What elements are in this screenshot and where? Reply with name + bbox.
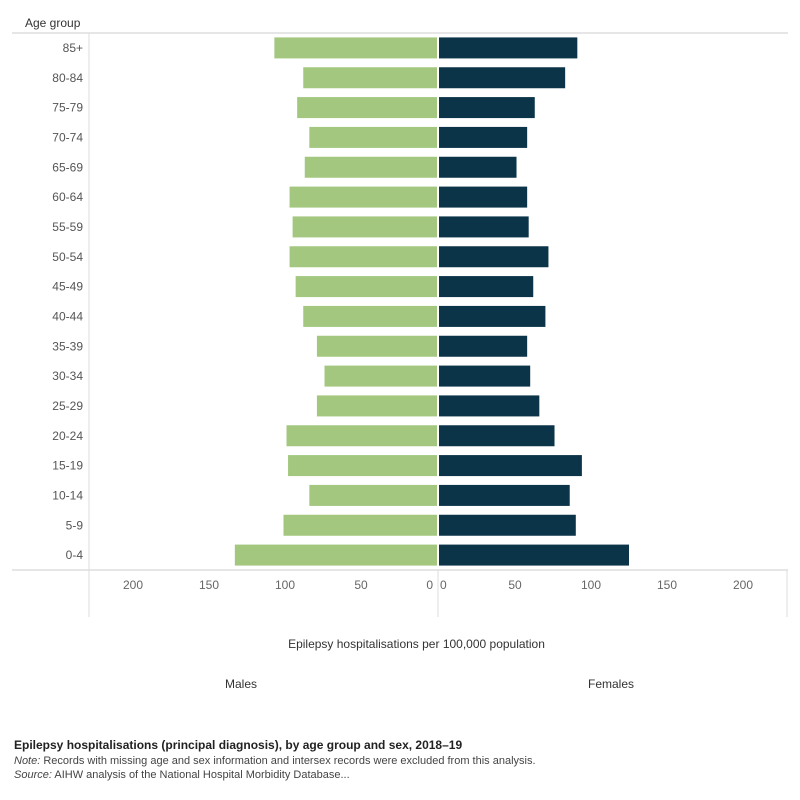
female-bar[interactable]	[439, 276, 534, 298]
female-axis-tick: 0	[440, 578, 447, 592]
bars	[234, 37, 629, 566]
source-line: Source: AIHW analysis of the National Ho…	[14, 768, 784, 782]
source-label: Source:	[14, 769, 52, 781]
tick-labels: 200 200 150 150 100 100 50 50 0 0	[123, 578, 753, 592]
male-bar[interactable]	[283, 514, 437, 536]
male-bar[interactable]	[309, 126, 437, 148]
category-labels: 85+ 80-84 75-79 70-74 65-69 60-64 55-59 50-54 45…	[52, 41, 83, 562]
male-bar[interactable]	[316, 395, 437, 417]
female-bar[interactable]	[439, 126, 528, 148]
male-bar[interactable]	[234, 544, 437, 566]
male-bar[interactable]	[303, 67, 437, 89]
male-bar[interactable]	[274, 37, 437, 59]
category-label: 10-14	[52, 488, 83, 502]
female-bar[interactable]	[439, 335, 528, 357]
category-label: 0-4	[66, 548, 84, 562]
chart-title: Epilepsy hospitalisations (principal dia…	[14, 738, 463, 752]
note-text: Records with missing age and sex informa…	[40, 755, 536, 767]
female-bar[interactable]	[439, 37, 578, 59]
male-bar[interactable]	[289, 186, 437, 208]
female-bar[interactable]	[439, 216, 529, 238]
female-axis-tick: 200	[733, 578, 753, 592]
category-label: 20-24	[52, 429, 83, 443]
male-bar[interactable]	[316, 335, 437, 357]
category-label: 55-59	[52, 220, 83, 234]
male-axis-tick: 100	[275, 578, 295, 592]
female-axis-tick: 50	[508, 578, 522, 592]
female-bar[interactable]	[439, 544, 629, 566]
source-text: AIHW analysis of the National Hospital M…	[51, 769, 350, 781]
category-label: 50-54	[52, 250, 83, 264]
female-bar[interactable]	[439, 484, 570, 506]
male-bar[interactable]	[288, 455, 437, 477]
female-axis-tick: 150	[657, 578, 677, 592]
male-bar[interactable]	[309, 484, 437, 506]
category-label: 25-29	[52, 399, 83, 413]
category-label: 65-69	[52, 160, 83, 174]
category-label: 70-74	[52, 130, 83, 144]
category-label: 75-79	[52, 101, 83, 115]
category-label: 30-34	[52, 369, 83, 383]
male-axis-tick: 50	[354, 578, 368, 592]
male-bar[interactable]	[324, 365, 437, 387]
females-side-label: Females	[588, 677, 635, 691]
female-bar[interactable]	[439, 455, 582, 477]
figure-caption: Epilepsy hospitalisations (principal dia…	[14, 738, 784, 782]
male-axis-tick: 0	[426, 578, 433, 592]
category-label: 40-44	[52, 309, 83, 323]
female-bar[interactable]	[439, 305, 546, 327]
category-axis-header: Age group	[25, 16, 81, 30]
female-bar[interactable]	[439, 395, 540, 417]
female-bar[interactable]	[439, 186, 528, 208]
axis-lines	[12, 32, 788, 617]
note-line: Note: Records with missing age and sex i…	[14, 754, 784, 768]
male-bar[interactable]	[289, 246, 437, 268]
male-bar[interactable]	[295, 276, 437, 298]
category-label: 45-49	[52, 280, 83, 294]
male-bar[interactable]	[286, 425, 437, 447]
x-axis-label: Epilepsy hospitalisations per 100,000 po…	[288, 637, 545, 651]
male-bar[interactable]	[304, 156, 437, 178]
male-bar[interactable]	[297, 97, 437, 119]
male-bar[interactable]	[292, 216, 437, 238]
males-side-label: Males	[225, 677, 258, 691]
male-bar[interactable]	[303, 305, 437, 327]
male-axis-tick: 200	[123, 578, 143, 592]
female-bar[interactable]	[439, 425, 555, 447]
female-bar[interactable]	[439, 156, 517, 178]
female-axis-tick: 100	[581, 578, 601, 592]
category-label: 85+	[63, 41, 83, 55]
female-bar[interactable]	[439, 67, 566, 89]
female-bar[interactable]	[439, 514, 576, 536]
female-bar[interactable]	[439, 365, 531, 387]
female-bar[interactable]	[439, 246, 549, 268]
category-label: 5-9	[66, 518, 84, 532]
category-label: 80-84	[52, 71, 83, 85]
category-label: 15-19	[52, 459, 83, 473]
male-axis-tick: 150	[199, 578, 219, 592]
category-label: 35-39	[52, 339, 83, 353]
category-label: 60-64	[52, 190, 83, 204]
note-label: Note:	[14, 755, 41, 767]
female-bar[interactable]	[439, 97, 535, 119]
